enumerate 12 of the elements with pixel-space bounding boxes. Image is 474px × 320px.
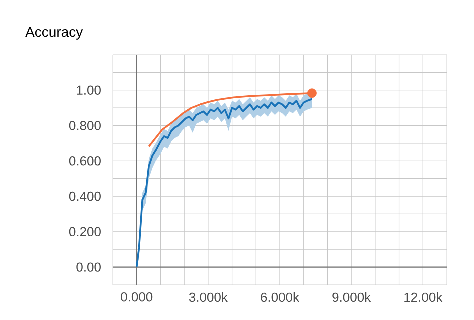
x-tick-label: 9.000k bbox=[332, 292, 372, 302]
x-tick-label: 0.000 bbox=[121, 292, 153, 302]
y-tick-label: 0.00 bbox=[76, 262, 101, 272]
chart-title: Accuracy bbox=[26, 27, 84, 40]
y-tick-label: 0.400 bbox=[69, 192, 101, 202]
x-tick-label: 12.00k bbox=[404, 292, 443, 302]
x-tick-label: 3.000k bbox=[189, 292, 228, 302]
y-tick-label: 0.600 bbox=[69, 156, 101, 166]
y-tick-label: 1.00 bbox=[77, 86, 101, 95]
x-tick-label: 6.000k bbox=[261, 292, 300, 302]
y-tick-label: 0.800 bbox=[69, 121, 101, 130]
y-tick-label: 0.200 bbox=[69, 227, 101, 237]
